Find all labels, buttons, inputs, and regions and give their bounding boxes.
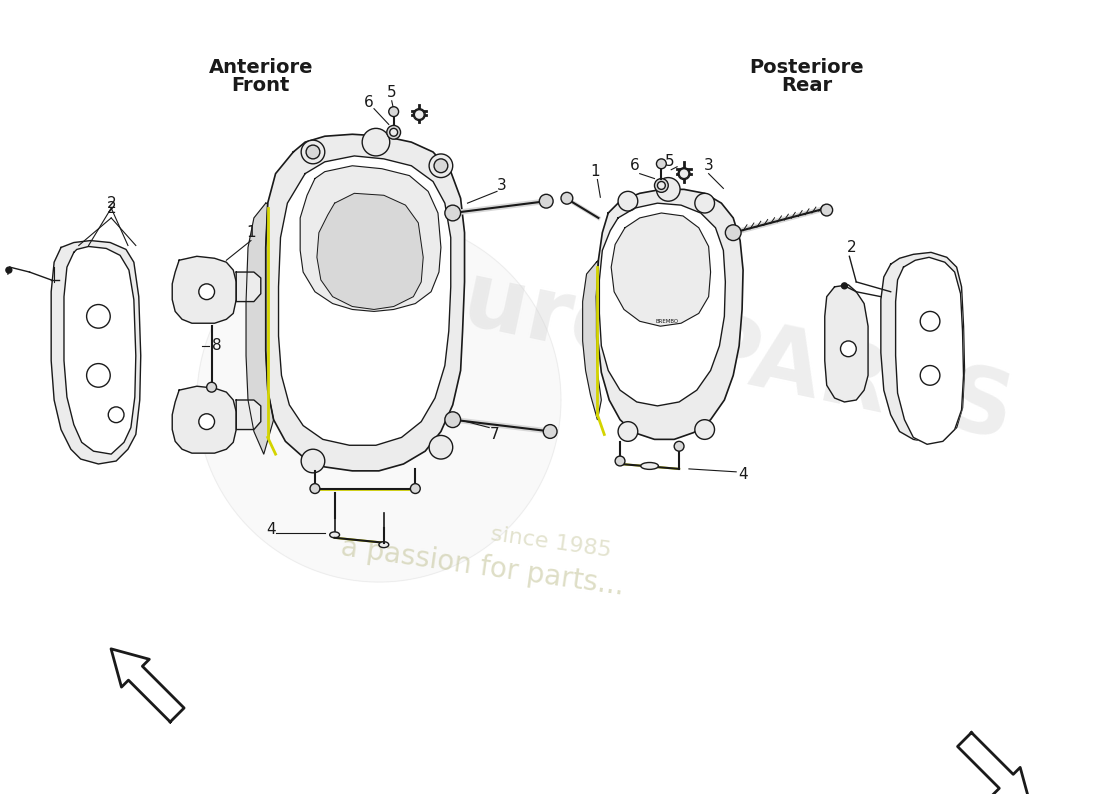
Ellipse shape [378,542,388,548]
Ellipse shape [640,462,659,470]
Polygon shape [278,156,451,446]
Circle shape [389,128,397,136]
Text: 6: 6 [630,158,640,174]
Circle shape [414,109,426,121]
Circle shape [657,178,680,201]
Circle shape [840,341,856,357]
Circle shape [679,169,689,178]
Circle shape [207,382,217,392]
Polygon shape [173,386,236,453]
Text: 3: 3 [497,178,507,193]
Polygon shape [895,258,964,444]
Circle shape [434,159,448,173]
Polygon shape [612,213,711,326]
Text: since 1985: since 1985 [490,524,613,561]
Circle shape [674,442,684,451]
Circle shape [87,363,110,387]
Polygon shape [266,134,464,471]
Ellipse shape [330,532,340,538]
Text: Rear: Rear [781,75,833,94]
Circle shape [387,126,400,139]
Polygon shape [583,260,602,420]
Text: 5: 5 [387,86,396,101]
Circle shape [615,456,625,466]
Text: 5: 5 [664,154,674,170]
Text: 8: 8 [211,338,221,354]
Polygon shape [825,285,868,402]
Text: Posteriore: Posteriore [750,58,865,77]
Circle shape [654,178,669,192]
Circle shape [306,145,320,159]
Circle shape [310,484,320,494]
Circle shape [842,283,847,289]
Circle shape [301,140,324,164]
Circle shape [695,194,715,213]
Text: Front: Front [232,75,290,94]
Polygon shape [173,256,236,323]
Polygon shape [246,203,274,454]
Polygon shape [600,203,725,406]
Circle shape [301,450,324,473]
Text: 6: 6 [364,95,374,110]
Circle shape [444,412,461,427]
Polygon shape [236,272,261,302]
Circle shape [539,194,553,208]
Polygon shape [52,241,141,464]
Circle shape [921,366,939,386]
Circle shape [618,191,638,211]
Polygon shape [236,400,261,430]
Circle shape [444,205,461,221]
Polygon shape [881,252,965,442]
Text: Anteriore: Anteriore [209,58,314,77]
Circle shape [821,204,833,216]
Text: 7: 7 [490,427,499,442]
Circle shape [618,422,638,442]
Text: 4: 4 [738,467,748,482]
Text: 3: 3 [704,158,714,174]
Circle shape [410,484,420,494]
Circle shape [199,284,214,300]
Circle shape [678,168,690,179]
Circle shape [199,414,214,430]
Text: 2: 2 [107,201,116,215]
Circle shape [87,305,110,328]
Circle shape [725,225,741,241]
Text: 2: 2 [847,240,856,255]
Circle shape [561,192,573,204]
Polygon shape [64,246,135,454]
Circle shape [921,311,939,331]
Circle shape [6,267,12,273]
Polygon shape [596,190,744,439]
Text: BREMBO: BREMBO [656,318,679,324]
Text: 1: 1 [246,225,256,240]
Circle shape [415,110,425,119]
Text: a passion for parts...: a passion for parts... [339,534,626,601]
Polygon shape [957,733,1031,800]
Circle shape [388,106,398,117]
Circle shape [543,425,557,438]
Circle shape [657,159,667,169]
Polygon shape [300,166,441,311]
Circle shape [695,420,715,439]
Polygon shape [197,218,561,582]
Circle shape [362,128,389,156]
Polygon shape [111,649,184,722]
Polygon shape [317,194,424,310]
Circle shape [658,182,666,190]
Text: 1: 1 [591,164,601,179]
Text: 2: 2 [107,196,116,210]
Text: 4: 4 [266,522,275,538]
Circle shape [108,407,124,422]
Text: euroSPARES: euroSPARES [396,243,1022,458]
Circle shape [429,154,453,178]
Circle shape [429,435,453,459]
